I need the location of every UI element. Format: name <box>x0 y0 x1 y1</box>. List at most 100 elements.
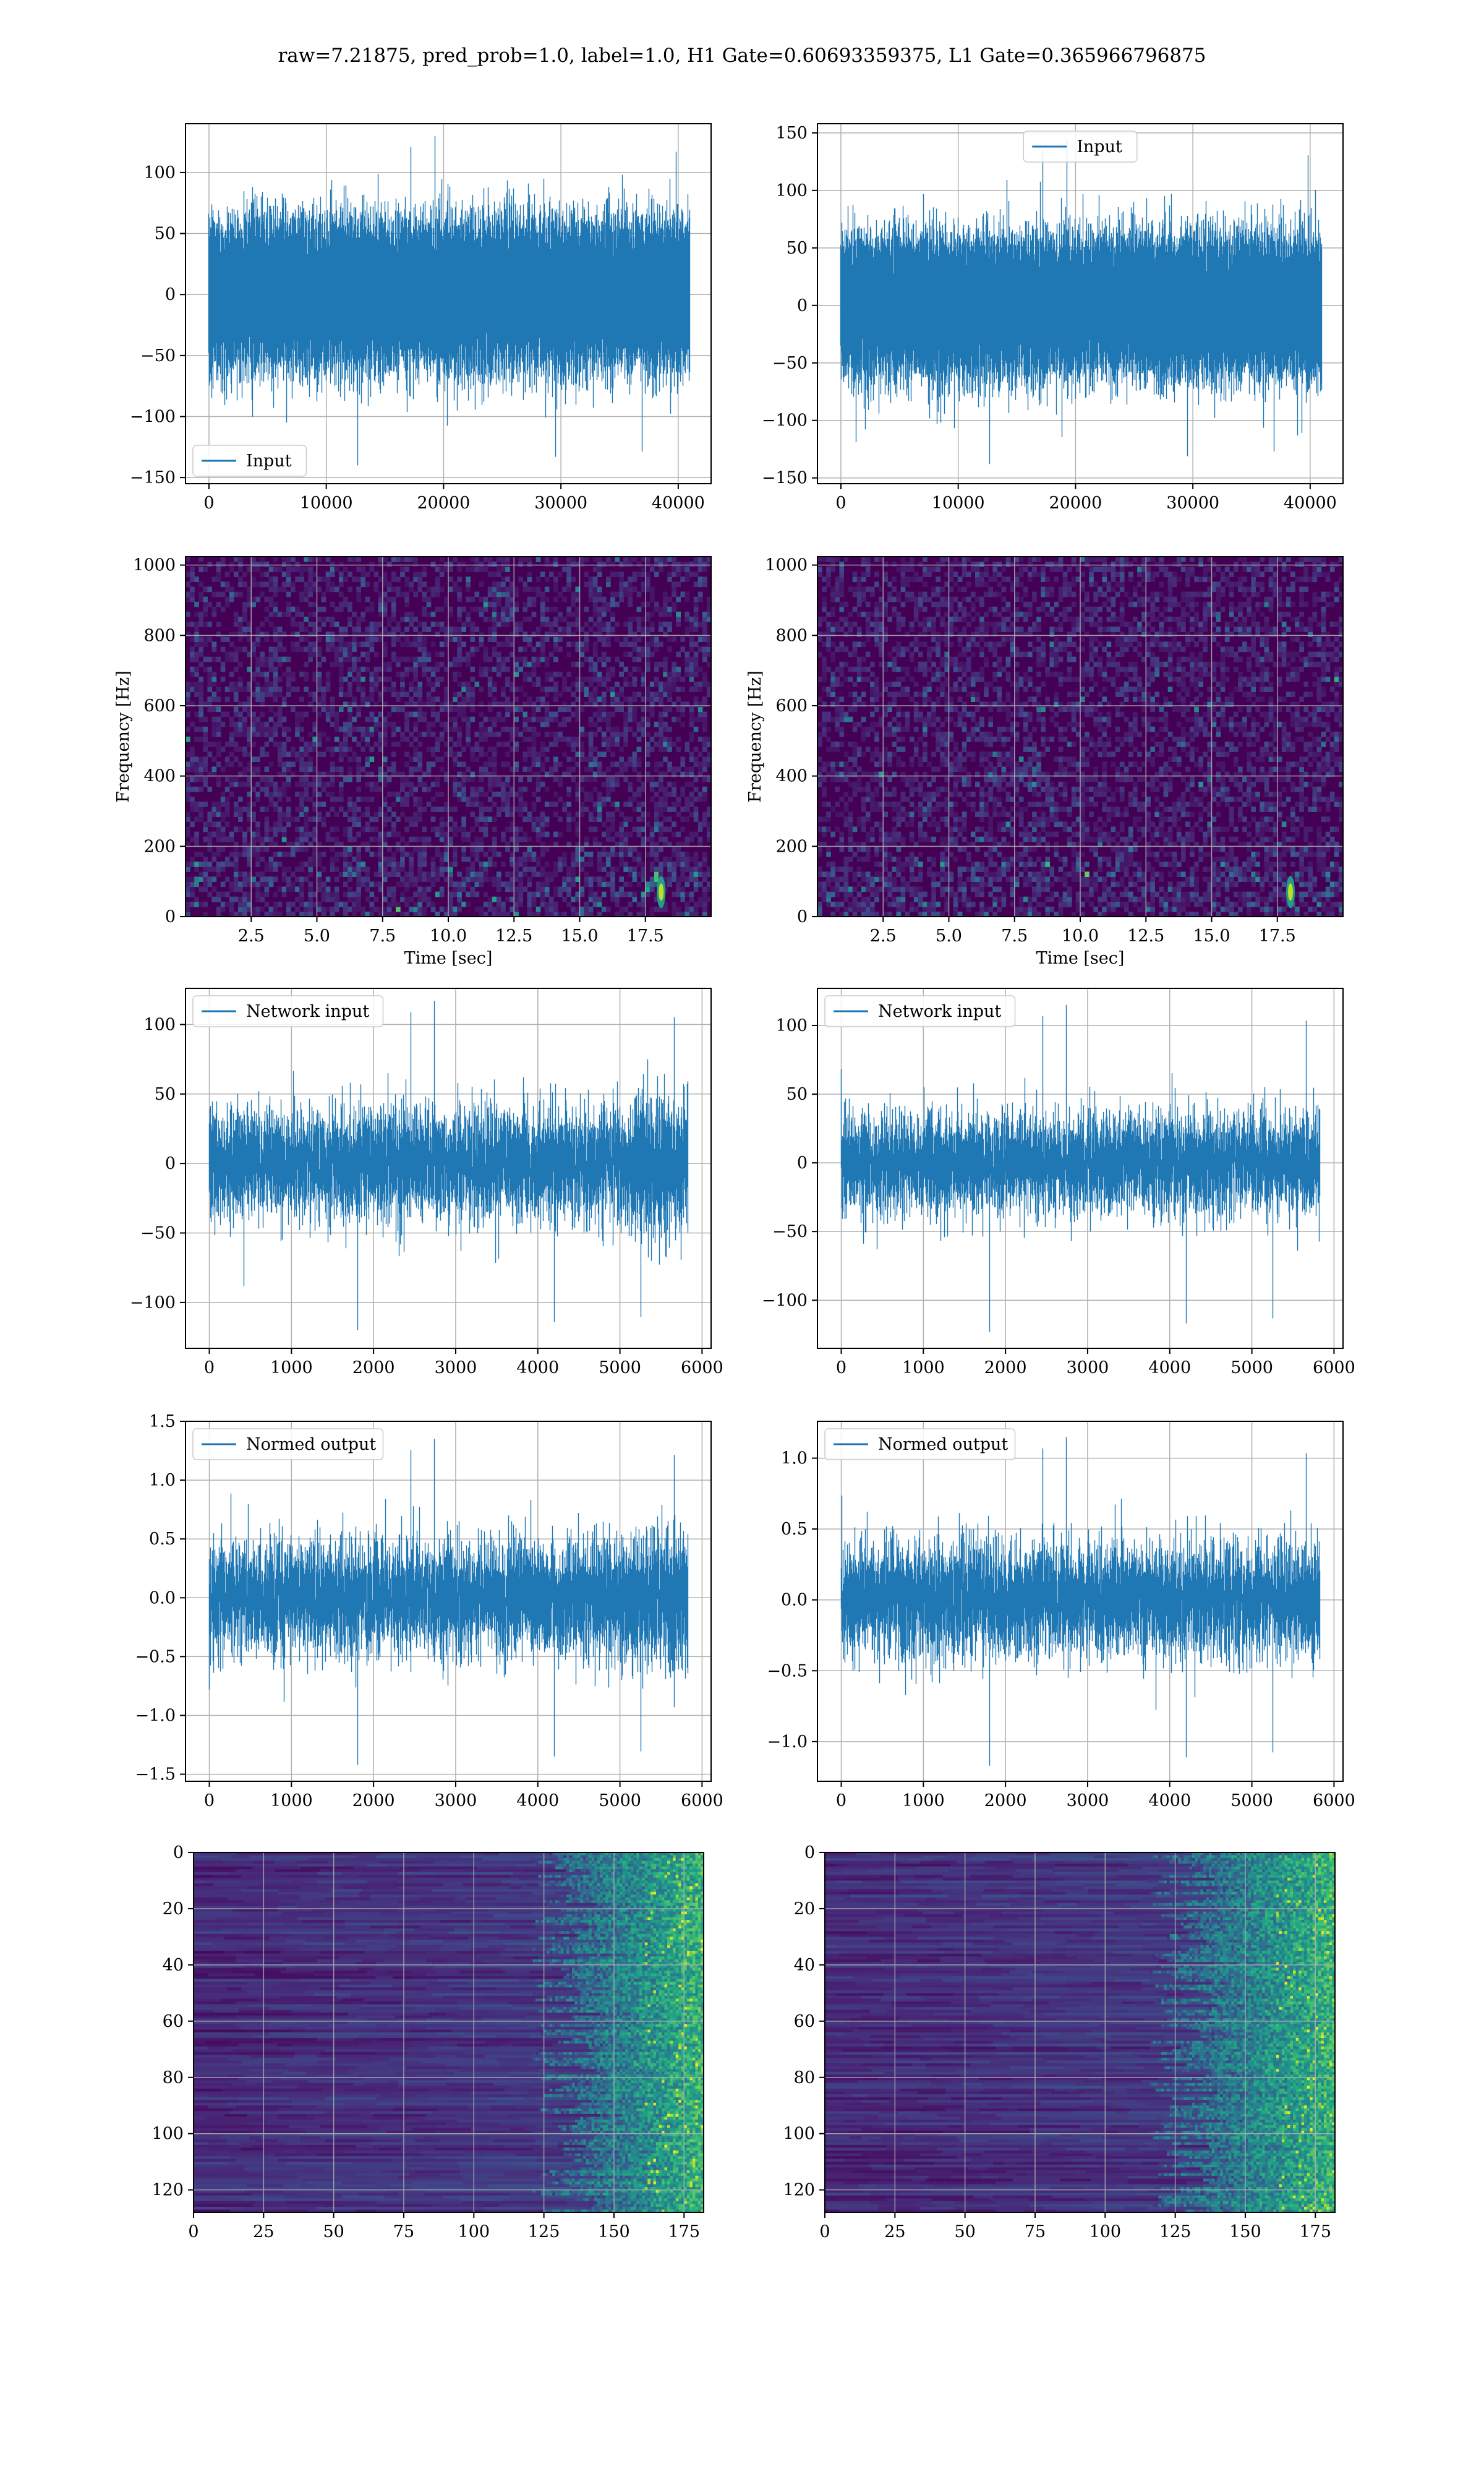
h1_spectrogram-cell <box>466 727 471 732</box>
h1_spectrogram-cell <box>286 876 291 882</box>
h1_spectrogram-cell <box>633 792 638 797</box>
h1_spectrogram-cell <box>497 581 501 587</box>
h1_spectrogram-cell <box>356 887 361 892</box>
h1_spectrogram-cell <box>190 751 195 757</box>
h1_spectrogram-cell <box>343 732 348 737</box>
h1_spectrogram-cell <box>198 557 203 562</box>
h1_spectrogram-cell <box>330 602 335 607</box>
h1_spectrogram-cell <box>435 747 440 752</box>
h1_spectrogram-cell <box>409 657 414 662</box>
l1_spectrogram-cell <box>844 631 849 637</box>
h1_spectrogram-cell <box>453 777 458 782</box>
h1_spectrogram-cell <box>352 696 357 702</box>
h1_spectrogram-cell <box>260 881 265 887</box>
h1_spectrogram-cell <box>448 827 453 833</box>
h1_spectrogram-cell <box>484 902 488 907</box>
h1_spectrogram-ytick-label: 400 <box>143 767 176 786</box>
h1_spectrogram-cell <box>242 892 247 897</box>
h1_spectrogram-cell <box>659 742 663 747</box>
h1_spectrogram-cell <box>689 737 694 742</box>
h1_spectrogram-cell <box>203 612 208 617</box>
h1_spectrogram-cell <box>221 907 226 912</box>
h1_spectrogram-cell <box>479 777 484 782</box>
h1_spectrogram-cell <box>694 727 699 732</box>
l1_spectrogram-cell <box>826 737 831 742</box>
h1_spectrogram-cell <box>190 881 195 887</box>
h1_spectrogram-cell <box>470 691 475 697</box>
h1_spectrogram-cell <box>602 662 607 667</box>
h1_spectrogram-cell <box>370 816 375 822</box>
l1_spectrogram-cell <box>822 631 827 637</box>
l1_spectrogram-cell <box>857 867 862 872</box>
h1_spectrogram-cell <box>440 622 445 627</box>
h1_spectrogram-cell <box>265 777 270 782</box>
h1_spectrogram-cell <box>589 761 594 767</box>
h1_spectrogram-cell <box>269 782 274 787</box>
l1_spectrogram-cell <box>839 696 844 702</box>
h1_spectrogram-cell <box>540 871 545 877</box>
h1_spectrogram-cell <box>667 707 672 713</box>
h1_spectrogram-cell <box>278 756 283 762</box>
h1_spectrogram-cell <box>212 717 217 722</box>
h1_spectrogram-cell <box>663 592 668 597</box>
h1_spectrogram-cell <box>606 862 611 867</box>
h1_spectrogram-cell <box>501 641 506 647</box>
h1_spectrogram-cell <box>659 847 663 852</box>
h1_spectrogram-cell <box>282 892 287 897</box>
h1_spectrogram-cell <box>335 876 339 882</box>
h1_spectrogram-cell <box>497 597 501 602</box>
h1_spectrogram-cell <box>549 672 554 677</box>
h1_spectrogram-cell <box>597 761 602 767</box>
h1_spectrogram-cell <box>522 862 527 867</box>
h1_spectrogram-cell <box>593 607 598 612</box>
h1_spectrogram-cell <box>348 557 352 562</box>
h1_spectrogram-cell <box>352 907 357 912</box>
h1_spectrogram-cell <box>453 581 458 587</box>
h1_spectrogram-cell <box>190 622 195 627</box>
h1_spectrogram-cell <box>225 837 230 842</box>
h1_spectrogram-cell <box>628 672 633 677</box>
h1_spectrogram-cell <box>370 647 375 653</box>
h1_spectrogram-cell <box>593 712 598 717</box>
h1_spectrogram-cell <box>260 581 265 587</box>
h1_spectrogram-cell <box>527 777 532 782</box>
h1_spectrogram-cell <box>479 802 484 807</box>
h1_spectrogram-cell <box>286 777 291 782</box>
h1_spectrogram-cell <box>676 852 681 857</box>
h1_spectrogram-cell <box>356 852 361 857</box>
h1_spectrogram-cell <box>335 747 339 752</box>
h1_spectrogram-cell <box>540 742 545 747</box>
h1_spectrogram-cell <box>663 562 668 567</box>
l1_spectrogram-cell <box>848 827 853 833</box>
h1_spectrogram-cell <box>475 682 480 687</box>
h1_spectrogram-cell <box>597 867 602 872</box>
h1_spectrogram-cell <box>514 887 519 892</box>
h1_spectrogram-cell <box>427 657 432 662</box>
h1_spectrogram-cell <box>417 852 422 857</box>
h1_spectrogram-cell <box>461 622 466 627</box>
h1_spectrogram-cell <box>667 677 672 682</box>
h1_spectrogram-cell <box>203 636 208 642</box>
h1_spectrogram-cell <box>322 622 326 627</box>
h1_spectrogram-cell <box>221 832 226 837</box>
h1_spectrogram-cell <box>216 827 221 833</box>
h1_spectrogram-cell <box>370 622 375 627</box>
l1_spectrogram-cell <box>826 747 831 752</box>
l1_spectrogram-cell <box>866 747 871 752</box>
h1_spectrogram-cell <box>672 807 676 812</box>
h1_spectrogram-cell <box>689 871 694 877</box>
h1_spectrogram-cell <box>694 571 699 577</box>
h1_spectrogram-cell <box>343 641 348 647</box>
l1_spectrogram-cell <box>870 672 875 677</box>
h1_spectrogram-cell <box>536 717 541 722</box>
h1_spectrogram-cell <box>387 662 392 667</box>
h1_spectrogram-cell <box>431 612 436 617</box>
l1_spectrogram-cell <box>826 717 831 722</box>
h1_spectrogram-cell <box>409 712 414 717</box>
h1_spectrogram-cell <box>457 597 462 602</box>
h1_spectrogram-cell <box>203 876 208 882</box>
h1_spectrogram-cell <box>440 677 445 682</box>
h1_spectrogram-cell <box>343 631 348 637</box>
h1_spectrogram-cell <box>225 687 230 692</box>
h1_spectrogram-cell <box>431 722 436 727</box>
